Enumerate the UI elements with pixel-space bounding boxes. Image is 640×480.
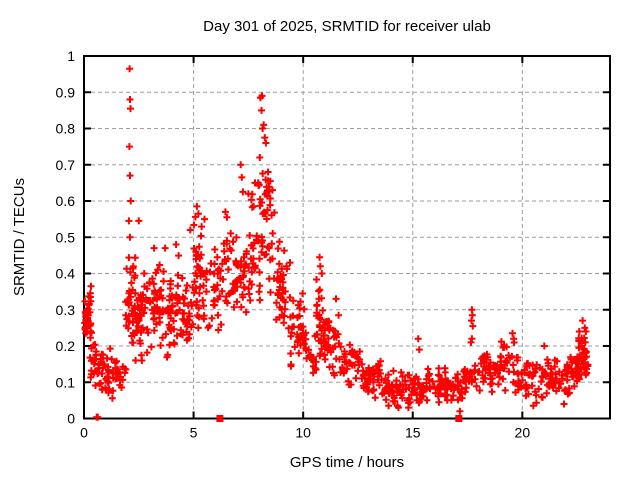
y-tick-label: 1 xyxy=(67,48,75,64)
y-tick-label: 0.1 xyxy=(56,374,76,390)
grid-layer xyxy=(84,56,610,419)
y-tick-label: 0.9 xyxy=(56,84,76,100)
y-tick-label: 0.6 xyxy=(56,193,76,209)
x-tick-label: 15 xyxy=(405,425,421,441)
x-tick-label: 20 xyxy=(515,425,531,441)
y-tick-label: 0 xyxy=(67,411,75,427)
zero-flag-square-marker xyxy=(216,415,224,422)
y-tick-label: 0.8 xyxy=(56,121,76,137)
x-axis-label: GPS time / hours xyxy=(290,454,404,471)
tick-labels: 0 5 10 15 20 0 0.1 0.2 0.3 0.4 0.5 0.6 0.7 0.8 0.9 1 xyxy=(56,48,531,441)
zero-flag-square-marker xyxy=(455,415,463,422)
x-tick-label: 5 xyxy=(190,425,198,441)
data-points-layer xyxy=(81,65,592,422)
chart-title: Day 301 of 2025, SRMTID for receiver ula… xyxy=(203,18,491,35)
x-tick-label: 0 xyxy=(80,425,88,441)
y-tick-label: 0.7 xyxy=(56,157,76,173)
y-tick-label: 0.5 xyxy=(56,229,76,245)
y-tick-label: 0.2 xyxy=(56,338,76,354)
y-tick-label: 0.4 xyxy=(56,266,76,282)
scatter-points xyxy=(81,65,592,421)
x-tick-label: 10 xyxy=(295,425,311,441)
y-axis-label: SRMTID / TECUs xyxy=(11,178,28,296)
plot-frame xyxy=(83,55,611,420)
y-tick-label: 0.3 xyxy=(56,302,76,318)
